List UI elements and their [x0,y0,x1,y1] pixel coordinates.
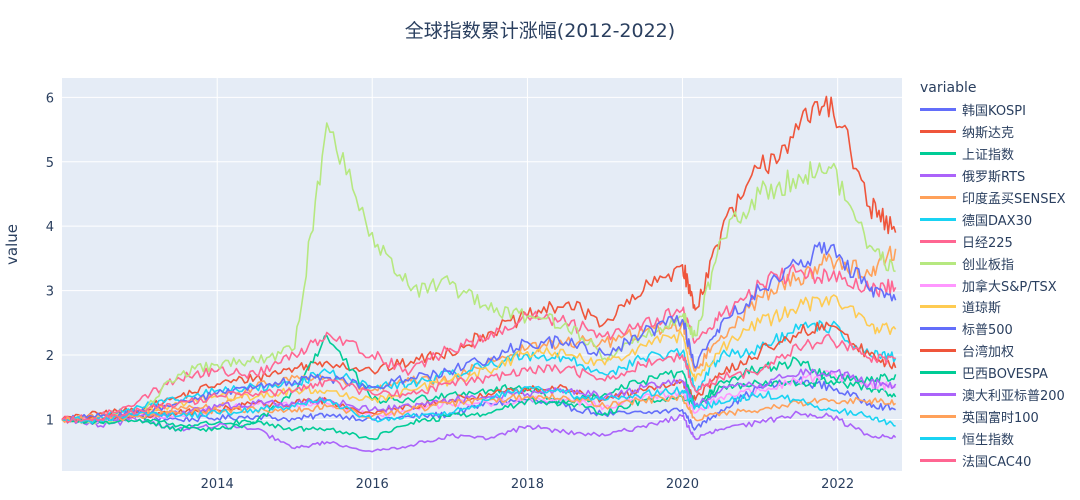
y-axis-title: value [3,224,21,265]
legend-swatch [920,196,956,199]
legend-label: 法国CAC40 [962,454,1032,470]
legend-swatch [920,217,956,221]
legend-label: 上证指数 [962,148,1015,164]
legend-item[interactable]: 英国富时100 [920,405,1080,427]
legend-swatch [920,108,956,112]
x-tick-label: 2016 [356,477,389,492]
series-line-10[interactable] [61,241,897,422]
legend-item[interactable]: 标普500 [920,318,1080,340]
legend-swatch [920,152,956,156]
legend-item[interactable]: 德国DAX30 [920,208,1080,230]
legend-swatch [920,436,956,440]
series-line-1[interactable] [61,95,897,423]
legend-label: 加拿大S&P/TSX [962,279,1057,295]
gridlines [62,78,902,471]
legend-label: 巴西BOVESPA [962,367,1048,383]
y-tick-label: 1 [46,413,54,428]
legend-swatch [920,349,956,353]
legend-swatch [920,283,956,287]
legend-label: 德国DAX30 [962,213,1033,229]
legend-item[interactable]: 台湾加权 [920,340,1080,362]
x-tick-label: 2018 [511,477,544,492]
series-line-11[interactable] [61,321,897,424]
legend-swatch [920,261,956,265]
x-tick-label: 2014 [201,477,234,492]
legend-label: 澳大利亚标普200 [962,389,1065,405]
legend-label: 印度孟买SENSEX [962,192,1066,207]
legend-item[interactable]: 印度孟买SENSEX [920,187,1080,209]
y-axis-ticks: 1 2 3 4 5 6 [46,91,54,428]
legend-item[interactable]: 法国CAC40 [920,449,1080,471]
legend-swatch [920,305,956,309]
legend-swatch [920,458,956,462]
legend-swatch [920,174,956,178]
legend-swatch [920,371,956,375]
legend-swatch [920,239,956,243]
series-line-15[interactable] [61,385,896,427]
legend-swatch [920,393,956,397]
x-tick-label: 2020 [666,477,699,492]
x-axis-ticks: 2014 2016 2018 2020 2022 [201,477,855,492]
legend-label: 创业板指 [962,257,1015,273]
legend-item[interactable]: 巴西BOVESPA [920,362,1080,384]
x-tick-label: 2022 [821,477,854,492]
legend-item[interactable]: 纳斯达克 [920,121,1080,143]
legend-label: 标普500 [962,323,1013,339]
legend-label: 英国富时100 [962,410,1039,426]
series-lines [61,95,897,453]
y-tick-label: 4 [46,220,54,235]
legend-item[interactable]: 加拿大S&P/TSX [920,274,1080,296]
legend-label: 道琼斯 [962,301,1002,317]
legend-item[interactable]: 恒生指数 [920,427,1080,449]
legend-item[interactable]: 日经225 [920,230,1080,252]
legend-title: variable [920,80,977,96]
y-tick-label: 6 [46,91,54,106]
y-tick-label: 3 [46,285,54,300]
legend-item[interactable]: 道琼斯 [920,296,1080,318]
series-line-7[interactable] [61,122,896,425]
legend-label: 日经225 [962,235,1013,251]
legend-label: 台湾加权 [962,345,1015,361]
series-line-16[interactable] [61,333,896,424]
legend-label: 恒生指数 [962,432,1015,448]
legend-item[interactable]: 韩国KOSPI [920,99,1080,121]
legend-swatch [920,130,956,134]
legend-item[interactable]: 俄罗斯RTS [920,165,1080,187]
series-line-6[interactable] [61,263,897,421]
legend-label: 韩国KOSPI [962,104,1026,120]
y-tick-label: 2 [46,349,54,364]
legend: variable 韩国KOSPI 纳斯达克上证指数俄罗斯RTS 印度孟买SENSEX… [920,80,1080,471]
legend-item[interactable]: 澳大利亚标普200 [920,384,1080,406]
legend-label: 纳斯达克 [962,126,1015,142]
legend-swatch [920,327,956,331]
legend-swatch [920,414,956,418]
legend-item[interactable]: 上证指数 [920,143,1080,165]
series-line-3[interactable] [61,410,897,453]
y-tick-label: 5 [46,156,54,171]
legend-label: 俄罗斯RTS [962,170,1026,186]
legend-item[interactable]: 创业板指 [920,252,1080,274]
chart-title: 全球指数累计涨幅(2012-2022) [404,20,676,42]
